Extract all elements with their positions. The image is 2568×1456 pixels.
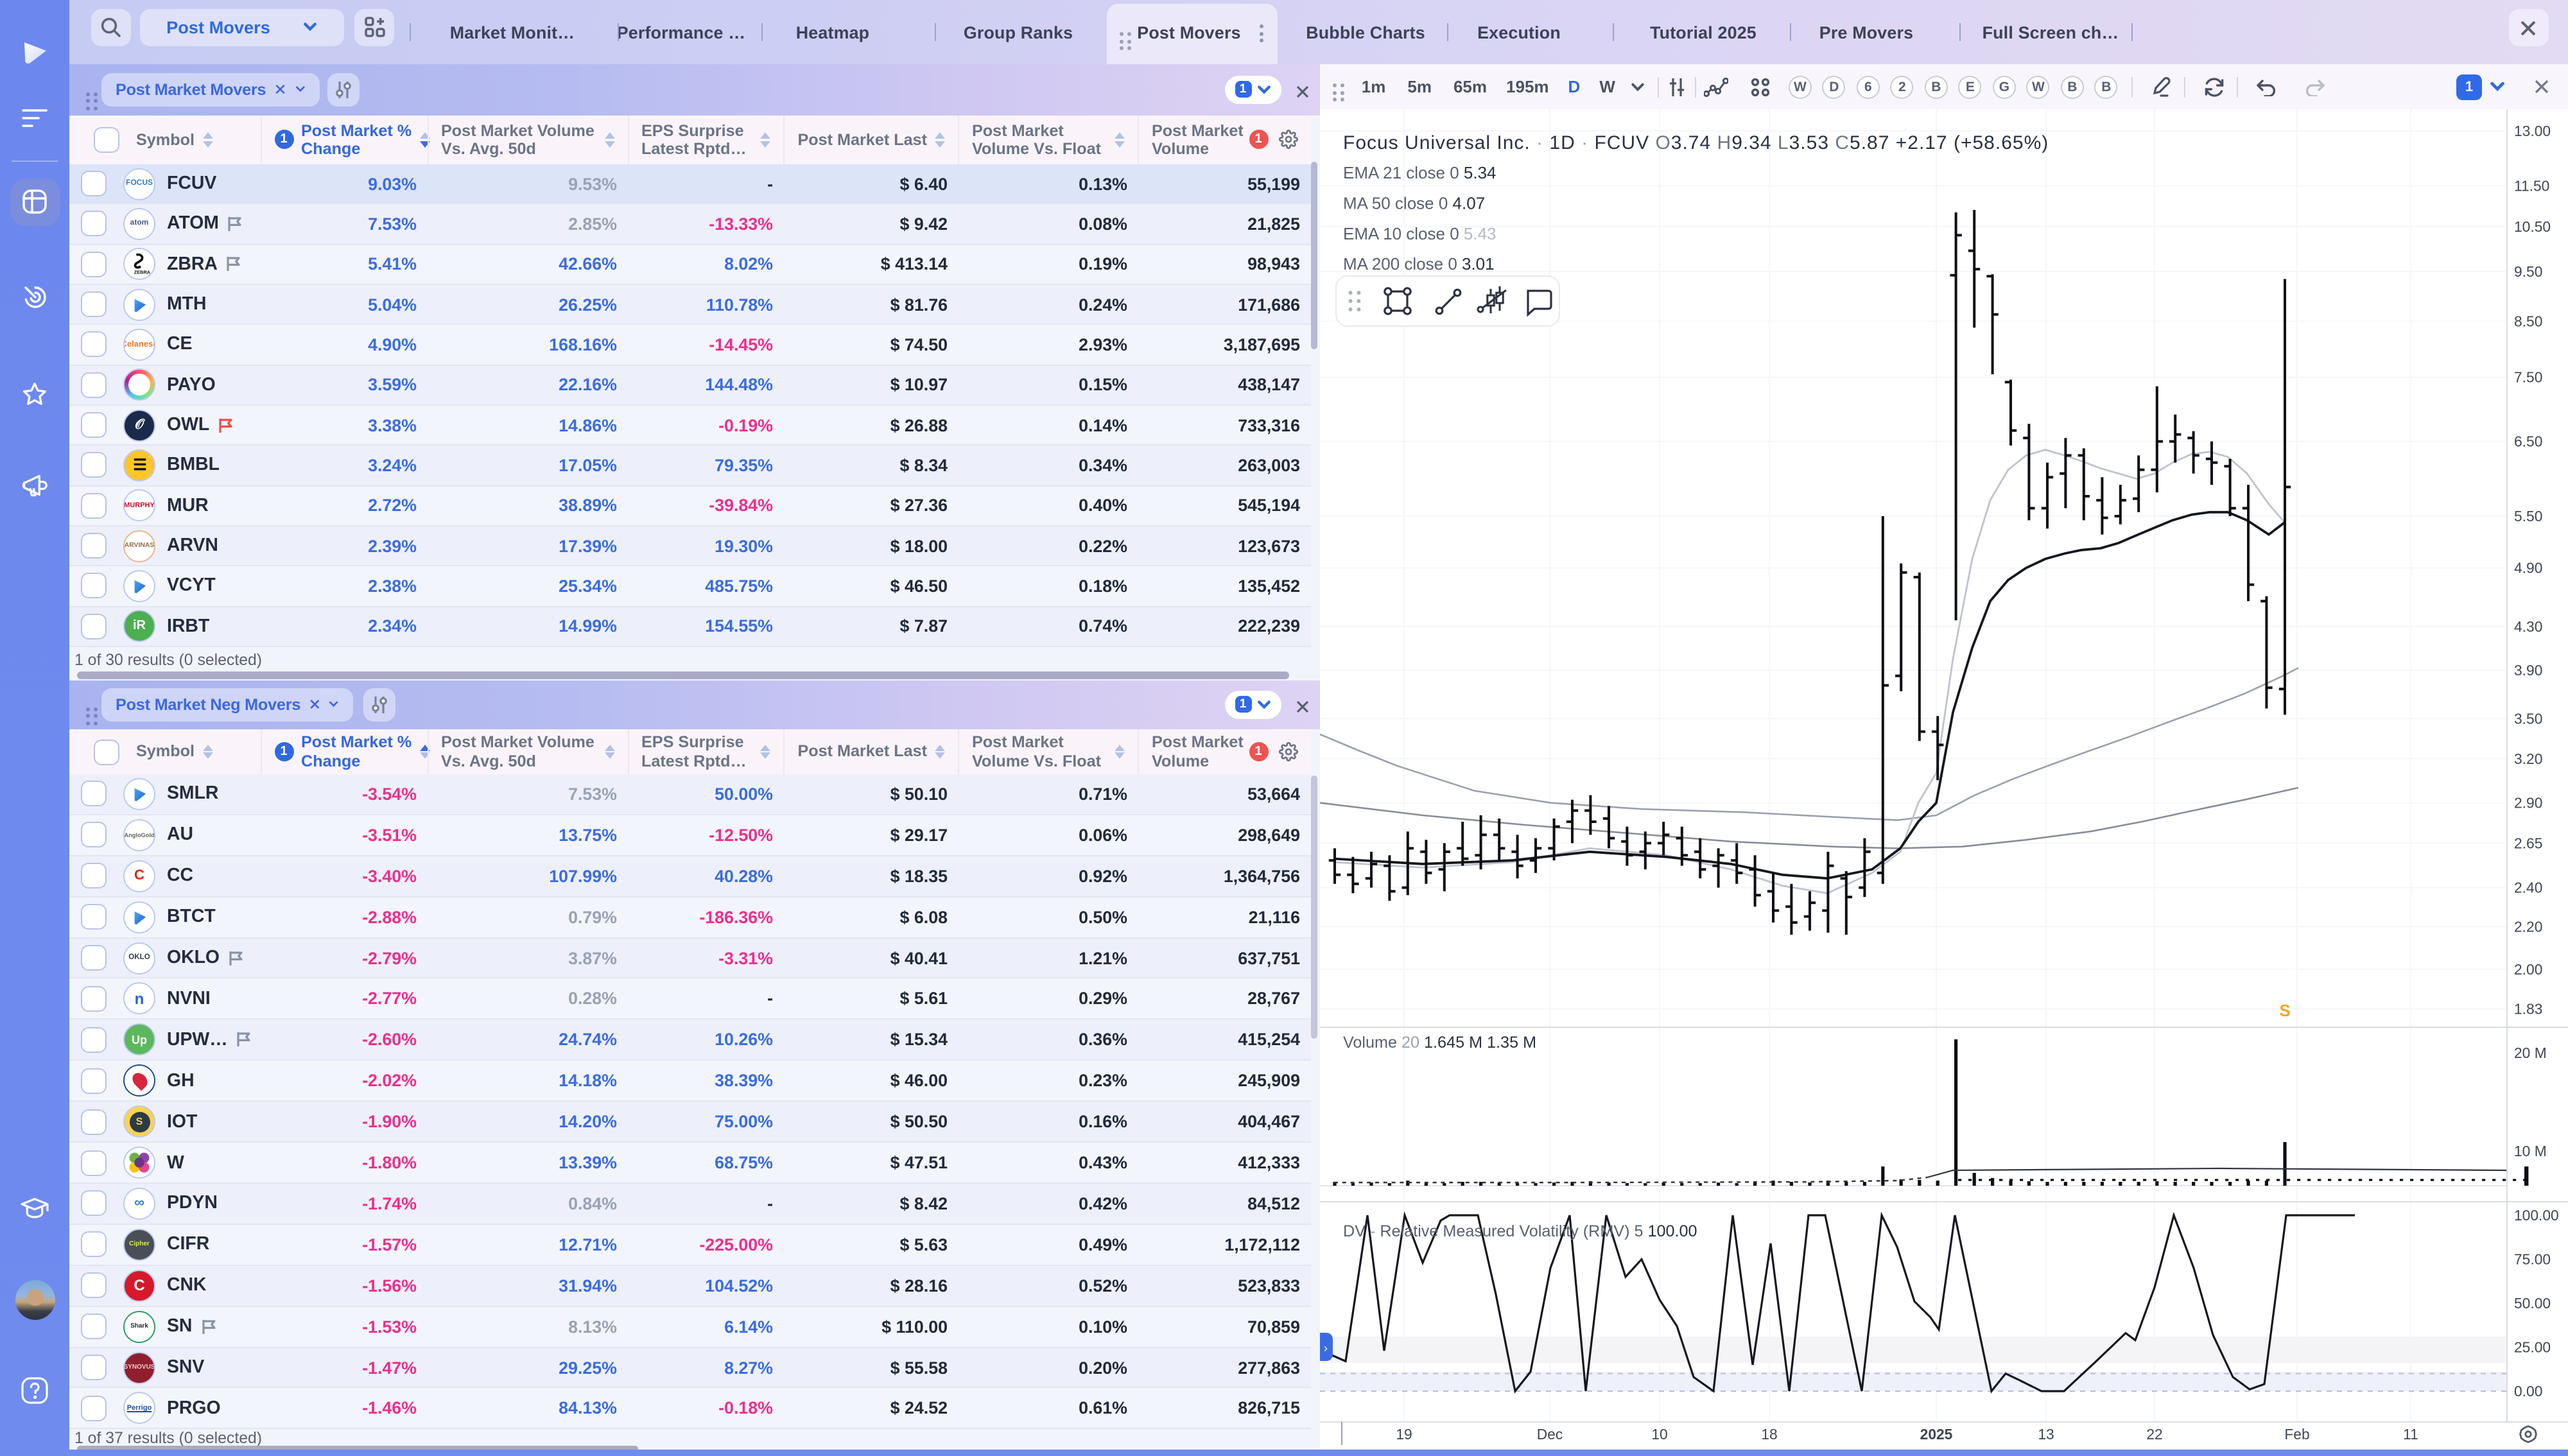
svg-text:2.20: 2.20 — [2514, 918, 2542, 935]
svg-text:DV - Relative Measured Volatil: DV - Relative Measured Volatility (RMV) … — [1343, 1222, 1697, 1240]
svg-text:13.00: 13.00 — [2514, 123, 2551, 139]
svg-text:8.50: 8.50 — [2514, 313, 2542, 329]
svg-text:10.50: 10.50 — [2514, 218, 2551, 235]
svg-text:›: › — [1324, 1342, 1328, 1355]
svg-text:25.00: 25.00 — [2514, 1339, 2551, 1356]
svg-text:6.50: 6.50 — [2514, 433, 2542, 450]
svg-text:11: 11 — [2403, 1426, 2418, 1443]
svg-text:EMA 10 close 0 5.43: EMA 10 close 0 5.43 — [1343, 224, 1497, 243]
svg-text:100.00: 100.00 — [2514, 1207, 2559, 1224]
svg-text:13: 13 — [2038, 1426, 2054, 1443]
svg-text:Feb: Feb — [2284, 1426, 2309, 1443]
svg-text:50.00: 50.00 — [2514, 1295, 2551, 1312]
svg-text:75.00: 75.00 — [2514, 1251, 2551, 1268]
svg-text:4.30: 4.30 — [2514, 618, 2542, 635]
svg-text:2.65: 2.65 — [2514, 835, 2542, 851]
svg-text:18: 18 — [1761, 1426, 1777, 1443]
svg-text:0.00: 0.00 — [2514, 1383, 2542, 1400]
svg-text:5.50: 5.50 — [2514, 508, 2542, 524]
svg-text:1.83: 1.83 — [2514, 1001, 2542, 1018]
svg-text:Volume 20 1.645 M 1.35 M: Volume 20 1.645 M 1.35 M — [1343, 1034, 1536, 1052]
svg-text:3.50: 3.50 — [2514, 710, 2542, 727]
svg-text:11.50: 11.50 — [2514, 178, 2549, 195]
svg-text:10 M: 10 M — [2514, 1143, 2547, 1159]
svg-text:3.20: 3.20 — [2514, 750, 2542, 767]
svg-text:Focus Universal Inc. · 1D · FC: Focus Universal Inc. · 1D · FCUV O3.74 H… — [1343, 132, 2049, 153]
svg-text:Dec: Dec — [1537, 1426, 1563, 1443]
svg-text:2.90: 2.90 — [2514, 795, 2542, 811]
svg-text:S: S — [2279, 1001, 2290, 1020]
svg-text:2025: 2025 — [1920, 1426, 1953, 1443]
svg-text:20 M: 20 M — [2514, 1044, 2547, 1061]
svg-text:9.50: 9.50 — [2514, 263, 2542, 280]
svg-text:19: 19 — [1396, 1426, 1412, 1443]
svg-text:2.00: 2.00 — [2514, 961, 2542, 978]
svg-text:ZEBRA: ZEBRA — [134, 270, 151, 275]
svg-text:10: 10 — [1651, 1426, 1667, 1443]
svg-text:MA 200 close 0 3.01: MA 200 close 0 3.01 — [1343, 254, 1495, 273]
svg-text:3.90: 3.90 — [2514, 662, 2542, 679]
svg-text:4.90: 4.90 — [2514, 560, 2542, 576]
svg-text:7.50: 7.50 — [2514, 369, 2542, 386]
svg-text:2.40: 2.40 — [2514, 880, 2542, 896]
svg-text:22: 22 — [2146, 1426, 2162, 1443]
svg-text:EMA 21 close 0 5.34: EMA 21 close 0 5.34 — [1343, 163, 1497, 182]
svg-text:MA 50 close 0 4.07: MA 50 close 0 4.07 — [1343, 193, 1485, 212]
